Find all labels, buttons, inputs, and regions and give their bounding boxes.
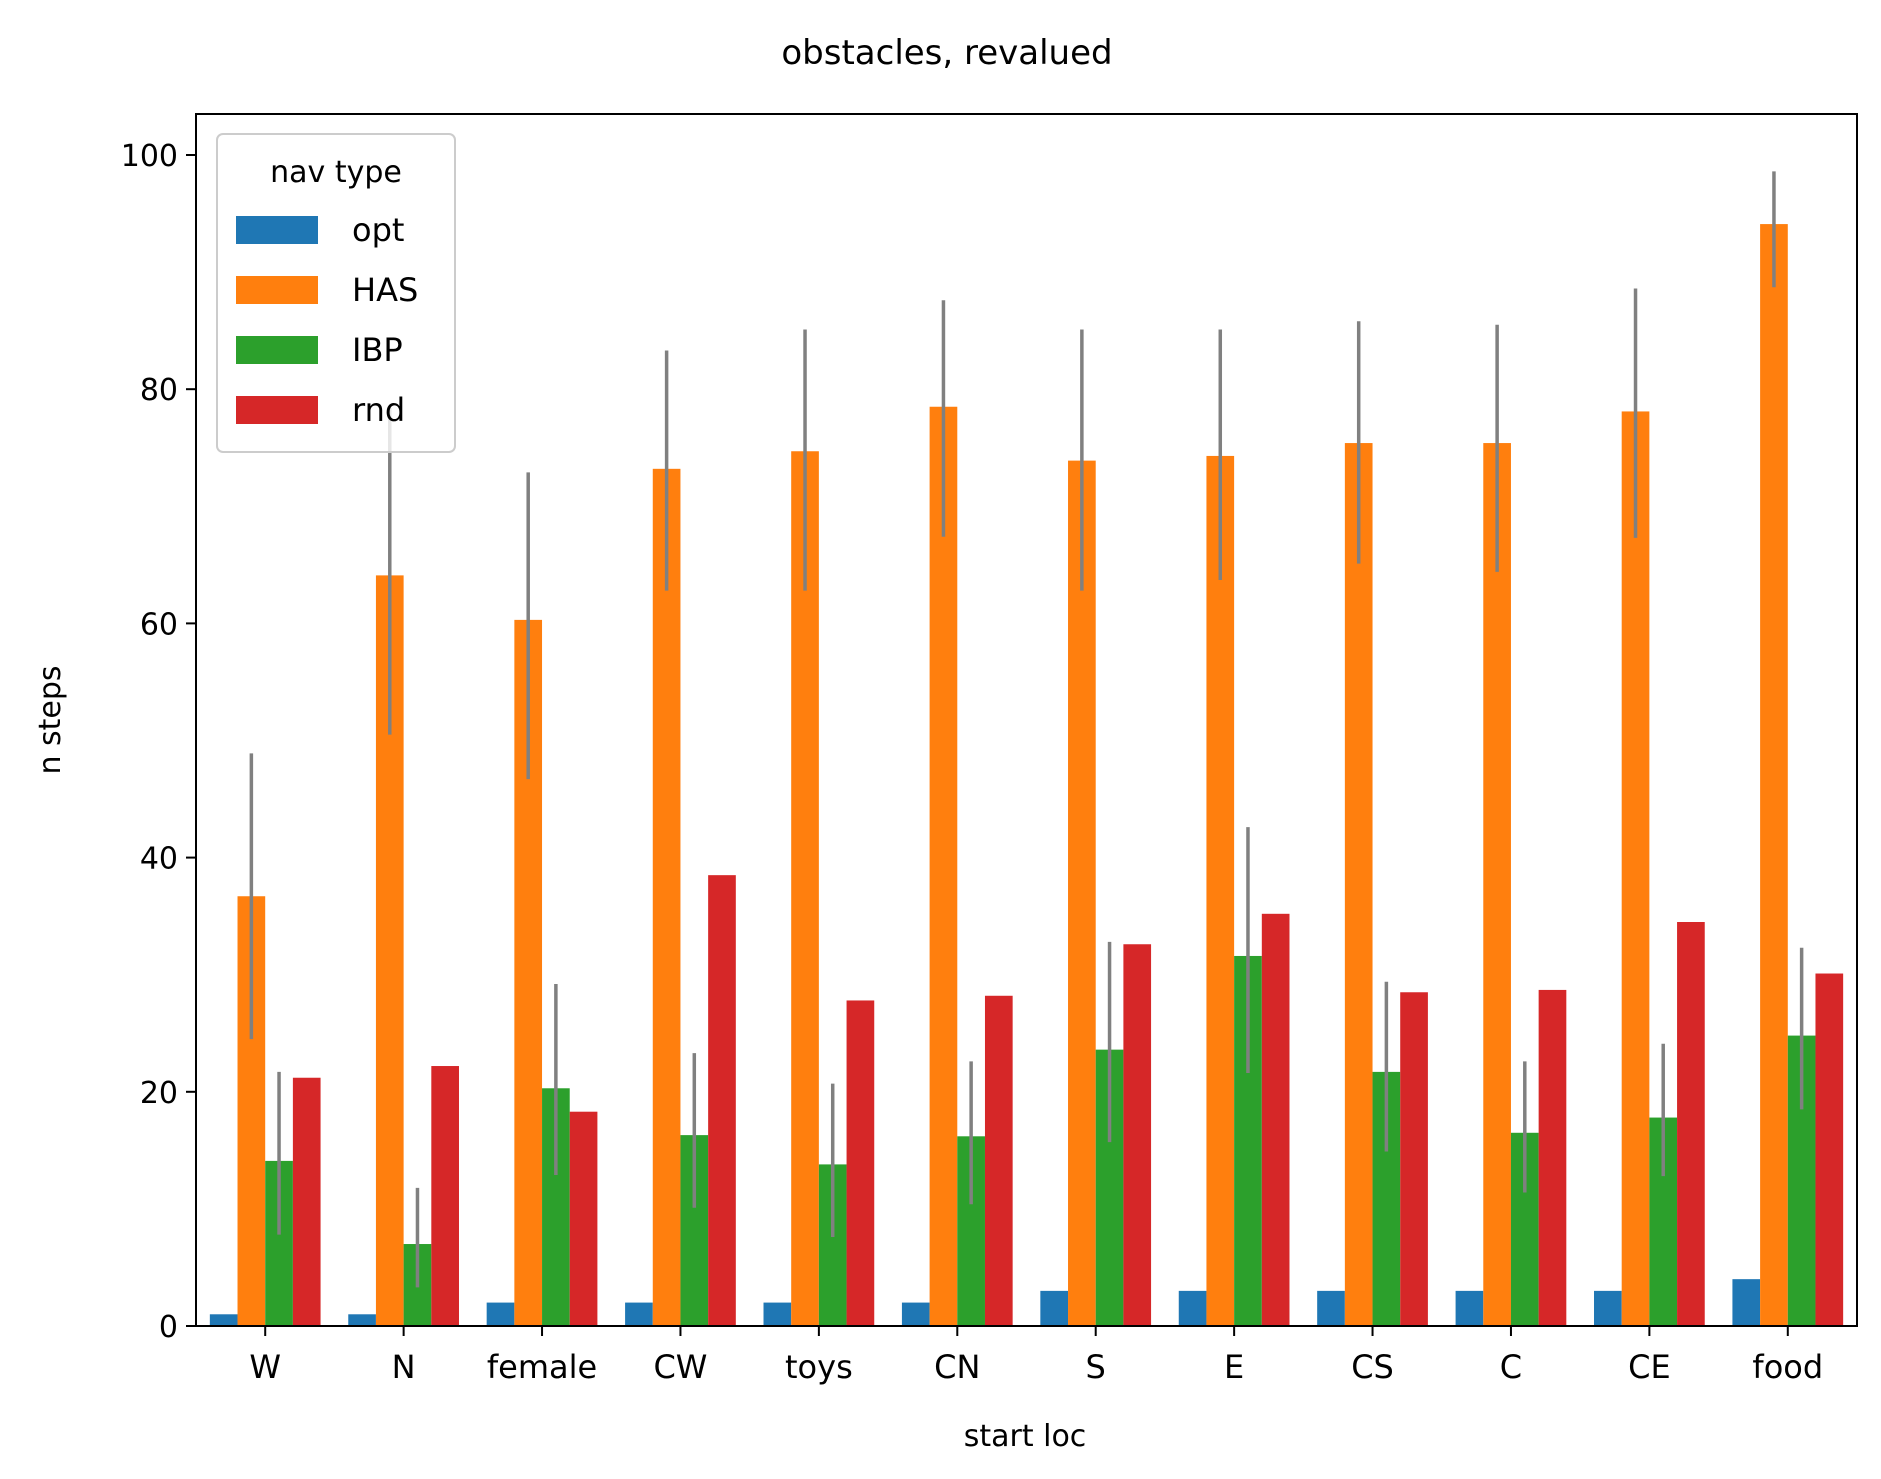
y-tick-label: 40 bbox=[140, 842, 178, 877]
bar-opt-C bbox=[1455, 1290, 1484, 1326]
bar-opt-E bbox=[1178, 1290, 1207, 1326]
y-axis: 0 20 40 60 80 100 bbox=[121, 139, 196, 1345]
y-tick-label: 20 bbox=[140, 1076, 178, 1111]
bar-rnd-food bbox=[1815, 973, 1844, 1326]
bar-rnd-CE bbox=[1677, 922, 1705, 1326]
x-tick-label: toys bbox=[785, 1348, 853, 1386]
x-tick-label: S bbox=[1086, 1348, 1106, 1386]
bar-rnd-toys bbox=[846, 1000, 875, 1326]
bar-HAS-E bbox=[1206, 455, 1235, 1326]
legend-title: nav type bbox=[270, 155, 402, 190]
bar-HAS-food bbox=[1760, 224, 1788, 1327]
x-tick-label: food bbox=[1752, 1348, 1823, 1386]
legend-label-opt: opt bbox=[352, 211, 404, 249]
bar-rnd-E bbox=[1261, 913, 1290, 1326]
x-tick-label: E bbox=[1224, 1348, 1244, 1386]
bar-rnd-CS bbox=[1400, 992, 1428, 1326]
x-tick-label: female bbox=[487, 1348, 597, 1386]
bar-opt-CS bbox=[1317, 1290, 1345, 1326]
y-tick-label: 80 bbox=[140, 373, 178, 408]
bar-rnd-W bbox=[292, 1077, 321, 1326]
plot-frame bbox=[195, 113, 1858, 1327]
bar-opt-toys bbox=[763, 1302, 792, 1326]
x-tick-label: CW bbox=[653, 1348, 707, 1386]
x-axis-label: start loc bbox=[964, 1419, 1087, 1454]
legend-label-HAS: HAS bbox=[352, 271, 418, 309]
x-tick-label: W bbox=[249, 1348, 281, 1386]
bar-rnd-S bbox=[1123, 944, 1152, 1326]
x-tick-label: C bbox=[1500, 1348, 1522, 1386]
legend-label-rnd: rnd bbox=[352, 391, 405, 429]
bar-HAS-CE bbox=[1621, 411, 1650, 1326]
legend: nav type opt HAS IBP rnd bbox=[216, 133, 456, 453]
legend-swatch-HAS bbox=[236, 276, 318, 304]
bar-HAS-CW bbox=[652, 468, 681, 1326]
legend-swatch-opt bbox=[236, 216, 318, 244]
bar-opt-CE bbox=[1594, 1290, 1622, 1326]
bar-HAS-C bbox=[1483, 443, 1511, 1326]
y-tick-label: 0 bbox=[159, 1310, 178, 1345]
legend-box bbox=[216, 133, 456, 453]
legend-label-IBP: IBP bbox=[352, 331, 403, 369]
bar-opt-N bbox=[348, 1314, 376, 1326]
x-tick-label: CN bbox=[934, 1348, 980, 1386]
bar-opt-W bbox=[209, 1314, 238, 1326]
legend-swatch-IBP bbox=[236, 336, 318, 364]
y-axis-label: n steps bbox=[33, 665, 68, 774]
y-tick-label: 100 bbox=[121, 139, 178, 174]
bar-HAS-CN bbox=[929, 406, 958, 1326]
x-tick-label: CE bbox=[1628, 1348, 1671, 1386]
bar-HAS-S bbox=[1068, 460, 1096, 1326]
bar-rnd-CN bbox=[984, 995, 1013, 1326]
bar-opt-food bbox=[1732, 1279, 1761, 1326]
bar-rnd-CW bbox=[708, 875, 736, 1326]
bar-rnd-C bbox=[1538, 989, 1567, 1326]
chart-title: obstacles, revalued bbox=[781, 33, 1112, 73]
x-tick-label: CS bbox=[1351, 1348, 1394, 1386]
bar-HAS-CS bbox=[1344, 443, 1373, 1326]
bar-opt-female bbox=[486, 1302, 515, 1326]
bar-opt-CN bbox=[901, 1302, 930, 1326]
bar-rnd-female bbox=[569, 1111, 598, 1326]
error-bars-layer bbox=[249, 171, 1804, 1288]
bar-opt-S bbox=[1040, 1290, 1069, 1326]
bar-rnd-N bbox=[431, 1066, 459, 1326]
legend-items: opt HAS IBP rnd bbox=[236, 211, 418, 429]
bar-opt-CW bbox=[625, 1302, 653, 1326]
bar-HAS-toys bbox=[791, 451, 819, 1326]
legend-swatch-rnd bbox=[236, 396, 318, 424]
y-tick-label: 60 bbox=[140, 607, 178, 642]
x-tick-label: N bbox=[392, 1348, 416, 1386]
